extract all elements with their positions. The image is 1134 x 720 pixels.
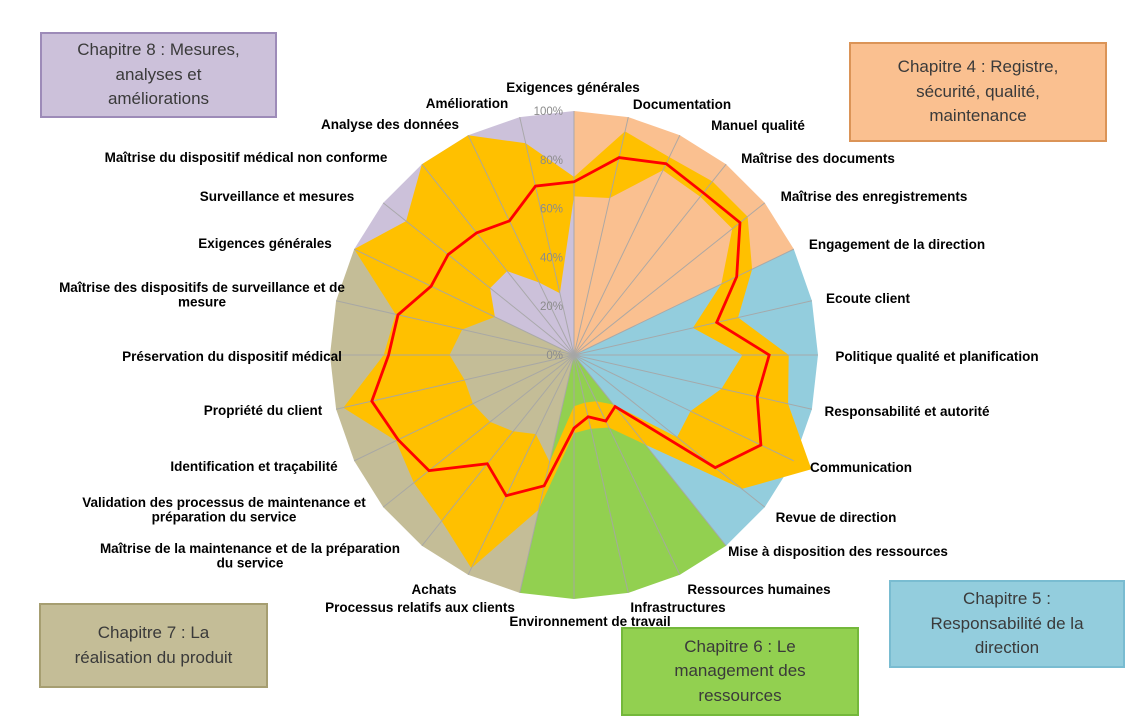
tick-label-60: 60% bbox=[540, 204, 563, 216]
red-score-line bbox=[370, 156, 771, 498]
axis-label-25: Maîtrise du dispositif médical non confo… bbox=[105, 150, 388, 165]
radial-tick-labels: 0% 20% 40% 60% 80% 100% bbox=[534, 106, 563, 362]
axis-label-13: Infrastructures bbox=[630, 600, 725, 615]
axis-label-7: Politique qualité et planification bbox=[835, 349, 1038, 364]
axis-label-10: Revue de direction bbox=[776, 510, 897, 525]
legend-chapter-7: Chapitre 7 : La réalisation du produit bbox=[39, 603, 268, 688]
spoke-9 bbox=[573, 354, 795, 462]
spoke-16 bbox=[467, 354, 575, 576]
axis-label-6: Ecoute client bbox=[826, 291, 911, 306]
axis-label-12: Ressources humaines bbox=[687, 582, 830, 597]
legend-chapter-6: Chapitre 6 : Le management des ressource… bbox=[621, 627, 859, 716]
spoke-20 bbox=[336, 354, 575, 410]
spoke-8 bbox=[573, 354, 812, 410]
spoke-19 bbox=[353, 354, 575, 462]
spoke-26 bbox=[467, 134, 575, 356]
spoke-17 bbox=[421, 354, 575, 547]
tick-label-0: 0% bbox=[546, 350, 563, 362]
axis-label-14: Environnement de travail bbox=[509, 614, 670, 629]
axis-label-0: Exigences générales bbox=[506, 80, 640, 95]
axis-label-17: Maîtrise de la maintenance et de la prép… bbox=[100, 541, 400, 571]
spoke-18 bbox=[382, 354, 575, 508]
tick-label-20: 20% bbox=[540, 301, 563, 313]
axis-label-22: Maîtrise des dispositifs de surveillance… bbox=[59, 280, 345, 310]
tick-label-40: 40% bbox=[540, 252, 563, 264]
axis-label-21: Préservation du dispositif médical bbox=[122, 349, 342, 364]
spoke-27 bbox=[519, 117, 575, 356]
axis-label-1: Documentation bbox=[633, 97, 731, 112]
yellow-target-band bbox=[343, 131, 812, 569]
spoke-11 bbox=[573, 354, 727, 547]
legend-chapter-5: Chapitre 5 : Responsabilité de la direct… bbox=[889, 580, 1125, 668]
spoke-25 bbox=[421, 163, 575, 356]
spoke-23 bbox=[353, 248, 575, 356]
legend-chapter-4: Chapitre 4 : Registre, sécurité, qualité… bbox=[849, 42, 1107, 142]
axis-label-26: Analyse des données bbox=[321, 117, 459, 132]
axis-label-2: Manuel qualité bbox=[711, 118, 805, 133]
axis-label-19: Identification et traçabilité bbox=[170, 459, 338, 474]
axis-labels: Exigences générales Documentation Manuel q… bbox=[59, 80, 1039, 629]
axis-label-24: Surveillance et mesures bbox=[200, 189, 355, 204]
tick-label-80: 80% bbox=[540, 155, 563, 167]
spoke-5 bbox=[573, 248, 795, 356]
axis-label-15: Processus relatifs aux clients bbox=[325, 600, 515, 615]
axis-label-4: Maîtrise des enregistrements bbox=[781, 189, 968, 204]
spoke-10 bbox=[573, 354, 766, 508]
axis-label-3: Maîtrise des documents bbox=[741, 151, 895, 166]
spoke-22 bbox=[336, 300, 575, 356]
axis-label-9: Communication bbox=[810, 460, 912, 475]
axis-label-18: Validation des processus de maintenance … bbox=[82, 495, 366, 525]
axis-spokes bbox=[330, 111, 818, 599]
spoke-3 bbox=[573, 163, 727, 356]
spoke-24 bbox=[382, 202, 575, 356]
spoke-13 bbox=[573, 354, 629, 593]
spoke-4 bbox=[573, 202, 766, 356]
axis-label-8: Responsabilité et autorité bbox=[824, 404, 990, 419]
tick-label-100: 100% bbox=[534, 106, 563, 118]
axis-label-5: Engagement de la direction bbox=[809, 237, 985, 252]
spoke-6 bbox=[573, 300, 812, 356]
spoke-2 bbox=[573, 134, 681, 356]
axis-label-20: Propriété du client bbox=[204, 403, 323, 418]
axis-label-27: Amélioration bbox=[426, 96, 509, 111]
spoke-12 bbox=[573, 354, 681, 576]
spoke-15 bbox=[519, 354, 575, 593]
axis-label-16: Achats bbox=[411, 582, 456, 597]
axis-label-11: Mise à disposition des ressources bbox=[728, 544, 948, 559]
axis-label-23: Exigences générales bbox=[198, 236, 332, 251]
legend-chapter-8: Chapitre 8 : Mesures, analyses et amélio… bbox=[40, 32, 277, 118]
